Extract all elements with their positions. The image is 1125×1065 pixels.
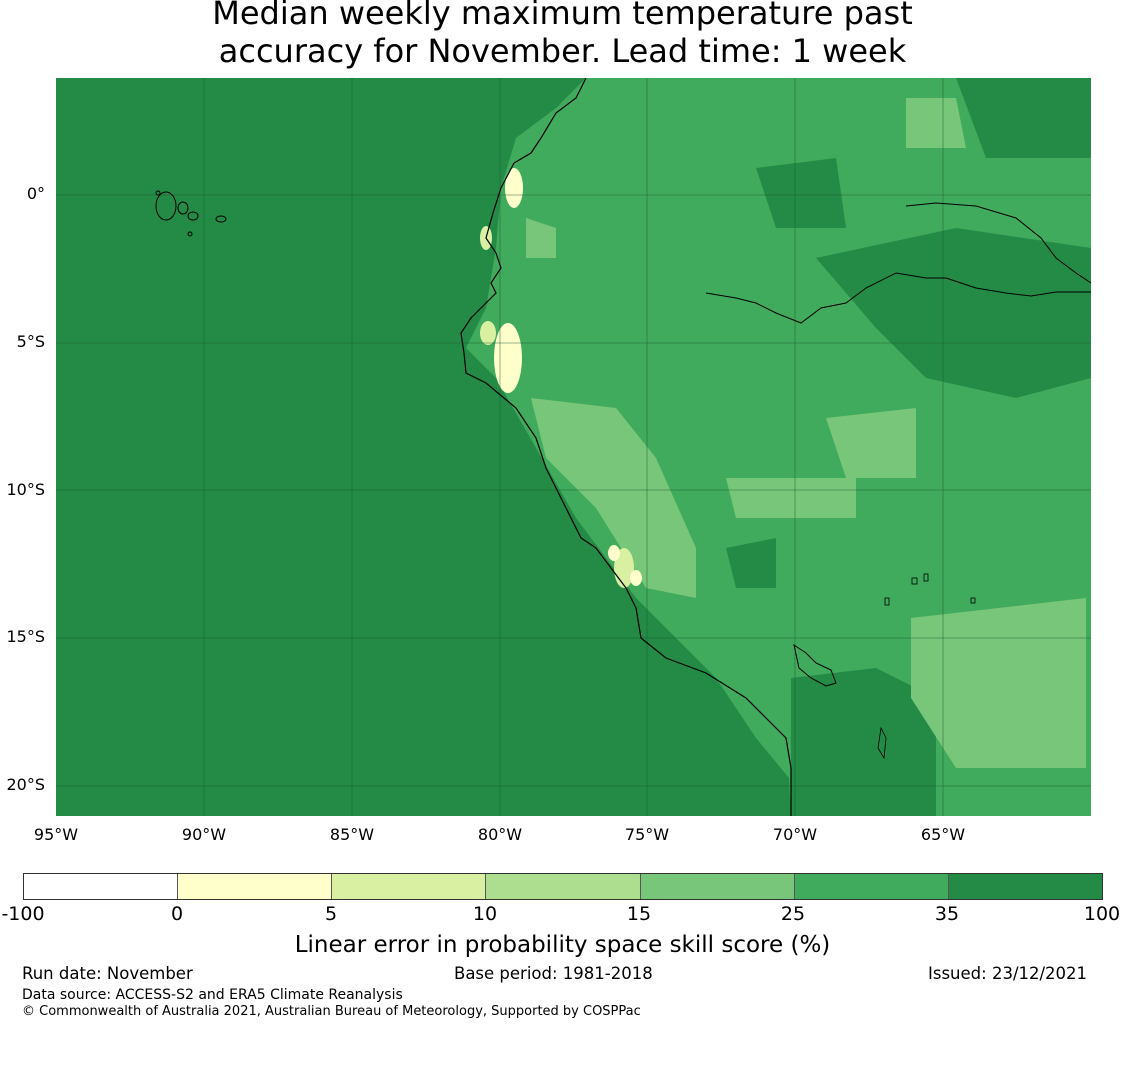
lat-label-15s: 15°S <box>6 627 45 646</box>
bright-spot-3 <box>480 321 496 345</box>
lake-titicaca <box>793 643 837 687</box>
light-patch-north <box>906 98 966 148</box>
colorbar-title: Linear error in probability space skill … <box>294 932 831 958</box>
base-period: Base period: 1981-2018 <box>454 964 653 983</box>
gridlines <box>56 78 1091 816</box>
lon-label-80w: 80°W <box>477 825 523 844</box>
northern-river <box>905 202 1091 284</box>
colorbar-tick-5: 25 <box>780 903 806 925</box>
lon-label-95w: 95°W <box>33 825 79 844</box>
galapagos-islands <box>155 190 227 237</box>
colorbar-tick-1: 0 <box>170 903 184 925</box>
title-line-1: Median weekly maximum temperature past <box>212 0 913 32</box>
bright-spot-5 <box>608 545 620 561</box>
bright-spot-1 <box>505 168 523 208</box>
lat-label-10s: 10°S <box>6 480 45 499</box>
light-patch-coastal <box>531 398 696 598</box>
colorbar-segment-1 <box>24 874 178 899</box>
copyright: © Commonwealth of Australia 2021, Austra… <box>22 1004 641 1019</box>
lon-label-70w: 70°W <box>772 825 818 844</box>
lon-label-65w: 65°W <box>920 825 966 844</box>
colorbar-segment-4 <box>486 874 641 899</box>
lat-label-20s: 20°S <box>6 775 45 794</box>
bright-spot-6 <box>630 570 642 586</box>
coastline <box>460 78 792 816</box>
lon-label-90w: 90°W <box>181 825 227 844</box>
light-patch-se <box>911 598 1086 768</box>
dark-patch-south <box>791 668 936 816</box>
map-svg <box>56 78 1091 816</box>
colorbar-tick-6: 35 <box>934 903 960 925</box>
amazon-river <box>705 272 1091 324</box>
light-patch-mid <box>726 478 856 518</box>
light-patch-upper <box>526 218 556 258</box>
dark-patch-north <box>756 158 846 228</box>
lon-label-85w: 85°W <box>329 825 375 844</box>
colorbar-tick-0: -100 <box>1 903 45 925</box>
colorbar-segment-3 <box>332 874 486 899</box>
lat-label-5s: 5°S <box>16 332 45 351</box>
title-line-2: accuracy for November. Lead time: 1 week <box>218 32 907 70</box>
data-source: Data source: ACCESS-S2 and ERA5 Climate … <box>22 987 403 1003</box>
colorbar-segment-2 <box>178 874 332 899</box>
colorbar-segment-6 <box>795 874 949 899</box>
colorbar-segment-5 <box>641 874 795 899</box>
issued-date: Issued: 23/12/2021 <box>928 964 1088 983</box>
colorbar-segment-7 <box>949 874 1102 899</box>
colorbar-tick-4: 15 <box>626 903 652 925</box>
dark-patch-andes <box>726 538 776 588</box>
colorbar-tick-2: 5 <box>324 903 338 925</box>
lon-label-75w: 75°W <box>624 825 670 844</box>
colorbar <box>23 873 1103 900</box>
map-panel <box>56 78 1091 816</box>
bright-spot-2 <box>494 323 522 393</box>
colorbar-tick-7: 100 <box>1083 903 1121 925</box>
dark-patch-ne <box>956 78 1091 158</box>
colorbar-tick-3: 10 <box>472 903 498 925</box>
dark-patch-east <box>816 228 1091 398</box>
chart-title: Median weekly maximum temperature past a… <box>0 0 1125 70</box>
lat-label-0: 0° <box>26 184 45 203</box>
light-patch-central <box>826 408 916 478</box>
small-lakes <box>877 573 976 760</box>
run-date: Run date: November <box>22 964 193 983</box>
